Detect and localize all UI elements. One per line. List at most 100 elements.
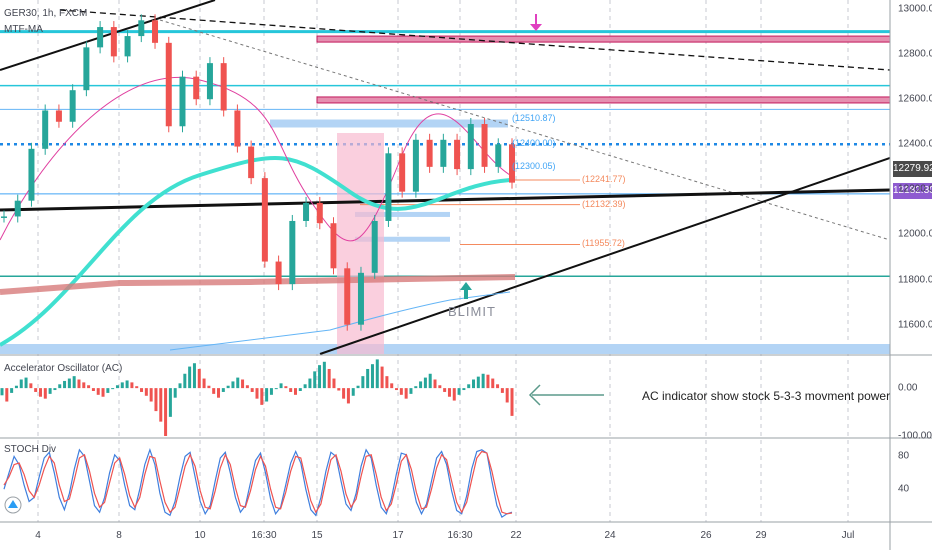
ac-bar xyxy=(82,382,86,389)
ac-bar xyxy=(154,388,158,412)
price-candle xyxy=(303,202,310,221)
price-candle xyxy=(330,223,337,269)
price-candle xyxy=(467,124,474,170)
ac-bar xyxy=(159,388,163,422)
grid xyxy=(37,0,849,522)
tradingview-logo-mark xyxy=(8,500,18,508)
ac-bar xyxy=(443,388,447,392)
symbol-title[interactable]: GER30, 1h, FXCM xyxy=(4,8,88,19)
price-candle xyxy=(509,144,515,183)
ac-bar xyxy=(255,388,259,399)
ac-bar xyxy=(366,368,370,389)
ac-bar xyxy=(505,388,509,403)
price-candle xyxy=(316,202,323,224)
ac-bar xyxy=(63,380,67,389)
ac-bar xyxy=(274,388,278,390)
ac-bar xyxy=(375,359,379,389)
price-candle xyxy=(152,20,159,43)
ac-bar xyxy=(260,388,264,405)
ac-bar xyxy=(491,378,495,389)
price-candle xyxy=(110,27,117,57)
bottom-blue-band xyxy=(0,344,890,354)
x-tick-label: 4 xyxy=(35,530,41,541)
accelerator-oscillator-pane[interactable] xyxy=(0,359,605,436)
ac-bar xyxy=(289,388,293,392)
ac-bar xyxy=(226,385,230,389)
price-candle xyxy=(495,144,502,167)
ac-bar xyxy=(96,388,100,395)
price-candle xyxy=(220,63,227,111)
price-candle xyxy=(55,110,62,122)
ac-bar xyxy=(322,361,326,389)
ac-bar xyxy=(433,379,437,389)
price-candle xyxy=(206,63,213,100)
ac-bar xyxy=(43,388,47,399)
ac-bar xyxy=(183,373,187,389)
ac-bar xyxy=(53,388,57,391)
ac-bar xyxy=(188,366,192,389)
y-tick-label: 12400.00 xyxy=(898,138,932,150)
price-candle xyxy=(42,110,49,149)
price-candle xyxy=(234,110,241,147)
ac-bar xyxy=(414,386,418,389)
x-tick-label: 8 xyxy=(116,530,122,541)
ac-bar xyxy=(125,380,129,389)
ma-fast-line xyxy=(0,77,511,242)
stoch-div-pane[interactable] xyxy=(3,447,513,518)
ac-bar xyxy=(399,388,403,395)
price-candle xyxy=(357,272,364,325)
ac-y-tick-label: 0.00 xyxy=(898,382,918,394)
ac-bar xyxy=(178,383,182,389)
ac-bar xyxy=(380,366,384,389)
support-trendline xyxy=(0,188,891,212)
price-candle xyxy=(440,139,447,167)
ac-bar xyxy=(168,388,172,417)
ac-pane-title[interactable]: Accelerator Oscillator (AC) xyxy=(4,363,123,374)
ac-bar xyxy=(38,388,42,397)
ac-bar xyxy=(265,388,269,402)
price-candle xyxy=(426,139,433,167)
ac-bar xyxy=(293,388,297,395)
overlay-indicator-title[interactable]: MTF-MA xyxy=(4,24,43,35)
price-candle xyxy=(1,216,7,218)
price-candle xyxy=(28,148,35,201)
ac-bar xyxy=(130,382,134,389)
thin-blue-line xyxy=(169,291,511,351)
price-candle xyxy=(193,76,200,100)
x-tick-label: 10 xyxy=(194,530,206,541)
ac-bar xyxy=(510,388,514,416)
y-tick-label: 12600.00 xyxy=(898,93,932,105)
price-candle xyxy=(83,47,90,91)
ac-bar xyxy=(370,364,374,389)
ac-bar xyxy=(217,388,221,398)
ac-bar xyxy=(77,379,81,389)
ac-bar xyxy=(221,388,225,392)
price-candle xyxy=(412,139,419,192)
ac-bar xyxy=(5,388,9,402)
ac-bar xyxy=(337,388,341,391)
y-tick-label: 11800.00 xyxy=(898,274,932,286)
price-candle xyxy=(124,36,131,57)
ac-bar xyxy=(284,386,288,389)
x-tick-label: 22 xyxy=(510,530,522,541)
ac-bar xyxy=(351,388,355,396)
ac-bar xyxy=(496,384,500,389)
ac-bar xyxy=(462,388,466,391)
current-price-badge: 12182.30 xyxy=(893,183,932,199)
ac-bar xyxy=(87,385,91,389)
price-candle xyxy=(481,124,488,167)
price-candle xyxy=(138,20,145,37)
ac-bar xyxy=(72,376,76,389)
ac-bar xyxy=(250,388,254,392)
ac-bar xyxy=(423,377,427,389)
ac-bar xyxy=(0,388,4,396)
ac-bar xyxy=(140,388,144,392)
level-price-label: (12300.05) xyxy=(512,160,556,171)
blue-box-1 xyxy=(270,119,508,128)
blue-box-3 xyxy=(355,236,450,242)
main-price-pane[interactable] xyxy=(0,0,891,355)
price-candle xyxy=(385,153,392,221)
stoch-pane-title[interactable]: STOCH Div xyxy=(4,444,57,455)
ac-bar xyxy=(318,365,322,389)
